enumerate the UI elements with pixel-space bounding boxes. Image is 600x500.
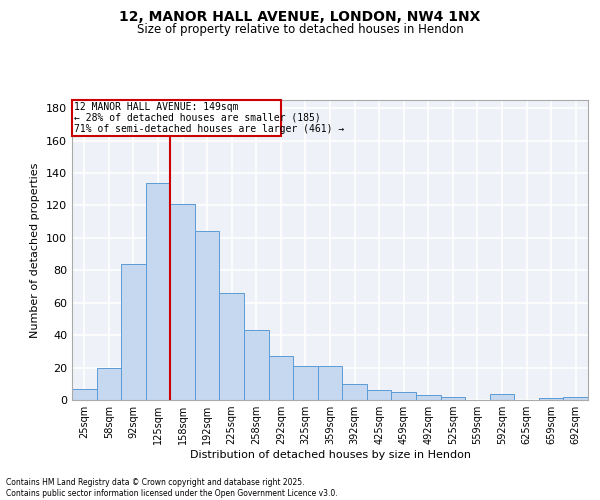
Bar xyxy=(342,384,367,400)
Bar xyxy=(97,368,121,400)
Bar xyxy=(367,390,391,400)
Y-axis label: Number of detached properties: Number of detached properties xyxy=(31,162,40,338)
Bar xyxy=(490,394,514,400)
Bar xyxy=(318,366,342,400)
Text: 12 MANOR HALL AVENUE: 149sqm: 12 MANOR HALL AVENUE: 149sqm xyxy=(74,102,239,113)
Bar xyxy=(539,398,563,400)
Bar xyxy=(416,395,440,400)
Bar xyxy=(293,366,318,400)
Bar xyxy=(170,204,195,400)
Text: Contains HM Land Registry data © Crown copyright and database right 2025.
Contai: Contains HM Land Registry data © Crown c… xyxy=(6,478,338,498)
Text: Size of property relative to detached houses in Hendon: Size of property relative to detached ho… xyxy=(137,22,463,36)
Text: ← 28% of detached houses are smaller (185): ← 28% of detached houses are smaller (18… xyxy=(74,113,321,123)
Text: 12, MANOR HALL AVENUE, LONDON, NW4 1NX: 12, MANOR HALL AVENUE, LONDON, NW4 1NX xyxy=(119,10,481,24)
Bar xyxy=(146,182,170,400)
Text: 71% of semi-detached houses are larger (461) →: 71% of semi-detached houses are larger (… xyxy=(74,124,345,134)
Bar xyxy=(72,388,97,400)
X-axis label: Distribution of detached houses by size in Hendon: Distribution of detached houses by size … xyxy=(190,450,470,460)
Bar xyxy=(563,397,588,400)
Bar xyxy=(72,100,281,136)
Bar xyxy=(220,293,244,400)
Bar xyxy=(391,392,416,400)
Bar xyxy=(195,232,220,400)
Bar xyxy=(440,397,465,400)
Bar xyxy=(121,264,146,400)
Bar xyxy=(244,330,269,400)
Bar xyxy=(269,356,293,400)
